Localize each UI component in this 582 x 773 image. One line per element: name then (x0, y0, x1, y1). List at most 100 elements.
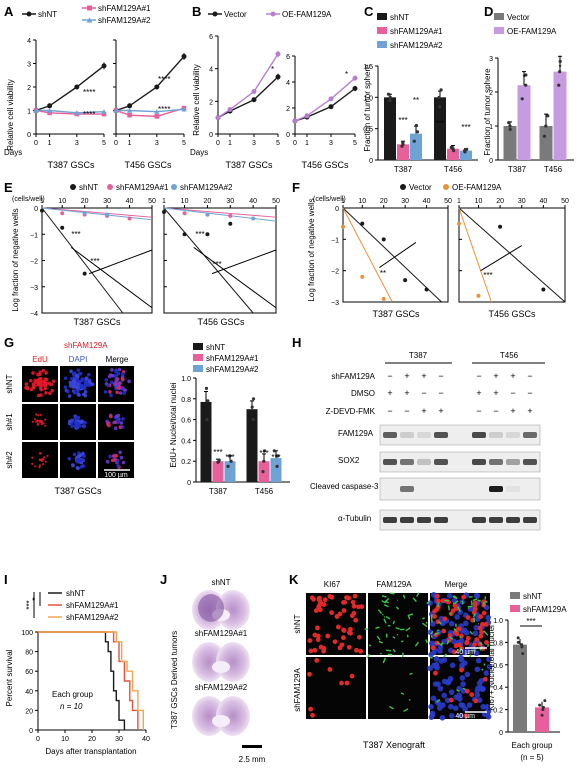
panel-f-title-t387: T387 GSCs (372, 309, 420, 319)
x-tick-label: 30 (115, 736, 123, 743)
ki67-nucleus (316, 604, 322, 610)
lane-sign: + (510, 406, 515, 416)
dapi-nucleus (441, 678, 448, 685)
cell-nucleus (114, 380, 119, 384)
dapi-nucleus (476, 680, 483, 686)
ki67-nucleus (447, 633, 453, 638)
ki67-nucleus (354, 647, 359, 653)
cell-nucleus (116, 464, 121, 468)
fam129a-signal (385, 616, 391, 620)
significance-mark: *** (271, 453, 280, 462)
cell-nucleus (47, 381, 52, 386)
x-tick-label: 50 (444, 198, 452, 205)
lane-sign: − (438, 371, 443, 381)
cell-nucleus (127, 379, 131, 384)
y-tick-label: 1.0 (363, 95, 373, 102)
bar (384, 97, 396, 160)
y-tick-label: 0.2 (493, 708, 503, 715)
cell-nucleus (31, 462, 34, 465)
panel-b-title-t387: T387 GSCs (225, 160, 273, 170)
ki67-nucleus (480, 621, 485, 627)
significance-mark: *** (435, 119, 444, 128)
y-tick-label: 0.4 (493, 685, 503, 692)
significance-mark: ** (380, 269, 386, 278)
data-point (101, 63, 107, 69)
panel-i-note2: n = 10 (60, 702, 83, 711)
fam129a-signal (375, 626, 380, 630)
cell-nucleus (115, 390, 120, 395)
panel-k-legend: shNT shFAM129A (510, 592, 567, 614)
cell-nucleus (38, 370, 42, 375)
panel-a-plot-t387: 0 1 2 3 4 0 1 3 5 **** **** (27, 38, 107, 147)
significance-mark: * (271, 65, 274, 74)
data-point (82, 271, 87, 276)
dapi-nucleus (454, 614, 460, 620)
cell-nucleus (72, 452, 77, 457)
data-point (403, 278, 408, 283)
cell-nucleus (76, 382, 80, 386)
data-point (544, 124, 548, 128)
data-point (275, 51, 281, 57)
data-point (542, 134, 547, 138)
brain-label-sh1: shFAM129A#1 (195, 629, 248, 638)
group-label: T387 (209, 487, 228, 496)
data-point (275, 464, 279, 468)
dapi-nucleus (457, 609, 464, 615)
cell-nucleus (105, 459, 110, 464)
data-point (439, 88, 443, 92)
panel-k-micrographs (306, 592, 493, 721)
bar (447, 148, 459, 160)
panel-j-scale: 2.5 mm (239, 755, 266, 764)
fam129a-signal (392, 648, 396, 653)
dapi-nucleus (433, 656, 440, 662)
panel-b-plot-t456: 0 2 4 6 0 1 3 5 * (286, 54, 358, 147)
cell-nucleus (38, 464, 42, 467)
dapi-nucleus (485, 614, 492, 621)
row-sh2: sh#2 (5, 451, 14, 469)
blot-band (472, 517, 486, 523)
legend-oe: OE-FAM129A (282, 10, 332, 19)
data-point (381, 237, 386, 242)
x-tick-label: 3 (329, 140, 333, 147)
data-point (227, 107, 233, 112)
dapi-nucleus (453, 694, 460, 700)
panel-g-scale: 100 µm (104, 472, 128, 479)
fit-line (480, 245, 522, 272)
y-tick-label: 0 (209, 132, 213, 139)
dapi-nucleus (458, 654, 464, 661)
panel-e-title-t387: T387 GSCs (73, 317, 121, 327)
fit-line (379, 242, 417, 268)
blot-band (417, 432, 431, 438)
y-tick-label: −3 (30, 285, 38, 292)
ki67-nucleus (465, 615, 471, 620)
lane-sign: − (510, 388, 515, 398)
dapi-nucleus (453, 705, 459, 711)
micrograph-tile (306, 593, 366, 655)
legend-c-shnt: shNT (390, 13, 409, 22)
survival-curve (38, 631, 144, 730)
fam129a-signal (409, 672, 413, 676)
data-point (360, 274, 365, 279)
ventricle (212, 661, 230, 673)
panel-g-legend: shNT shFAM129A#1 shFAM129A#2 (193, 343, 259, 374)
ki67-nucleus (356, 604, 361, 610)
fam129a-signal (446, 639, 450, 645)
fam129a-signal (487, 644, 490, 648)
panel-j-side: T387 GSCs Derived tumors (170, 631, 179, 729)
cell-nucleus (114, 453, 119, 458)
blot-strip (379, 477, 541, 501)
col-dapi: DAPI (69, 355, 88, 364)
data-point (60, 211, 65, 216)
panel-e-plot-t387: 1 10 20 30 40 50 0 −1 −2 −3 −4 *** *** (30, 198, 156, 318)
cell-nucleus (31, 385, 36, 390)
y-tick-label: 0.6 (181, 418, 191, 425)
dapi-nucleus (436, 705, 443, 711)
data-point (33, 107, 39, 113)
ki67-nucleus (459, 633, 464, 639)
lane-sign: − (527, 371, 532, 381)
blot-band (523, 432, 537, 438)
ki67-nucleus (351, 610, 357, 616)
x-tick-label: 0 (36, 736, 40, 743)
y-tick-label: 4 (286, 80, 290, 87)
cell-nucleus (37, 377, 42, 381)
